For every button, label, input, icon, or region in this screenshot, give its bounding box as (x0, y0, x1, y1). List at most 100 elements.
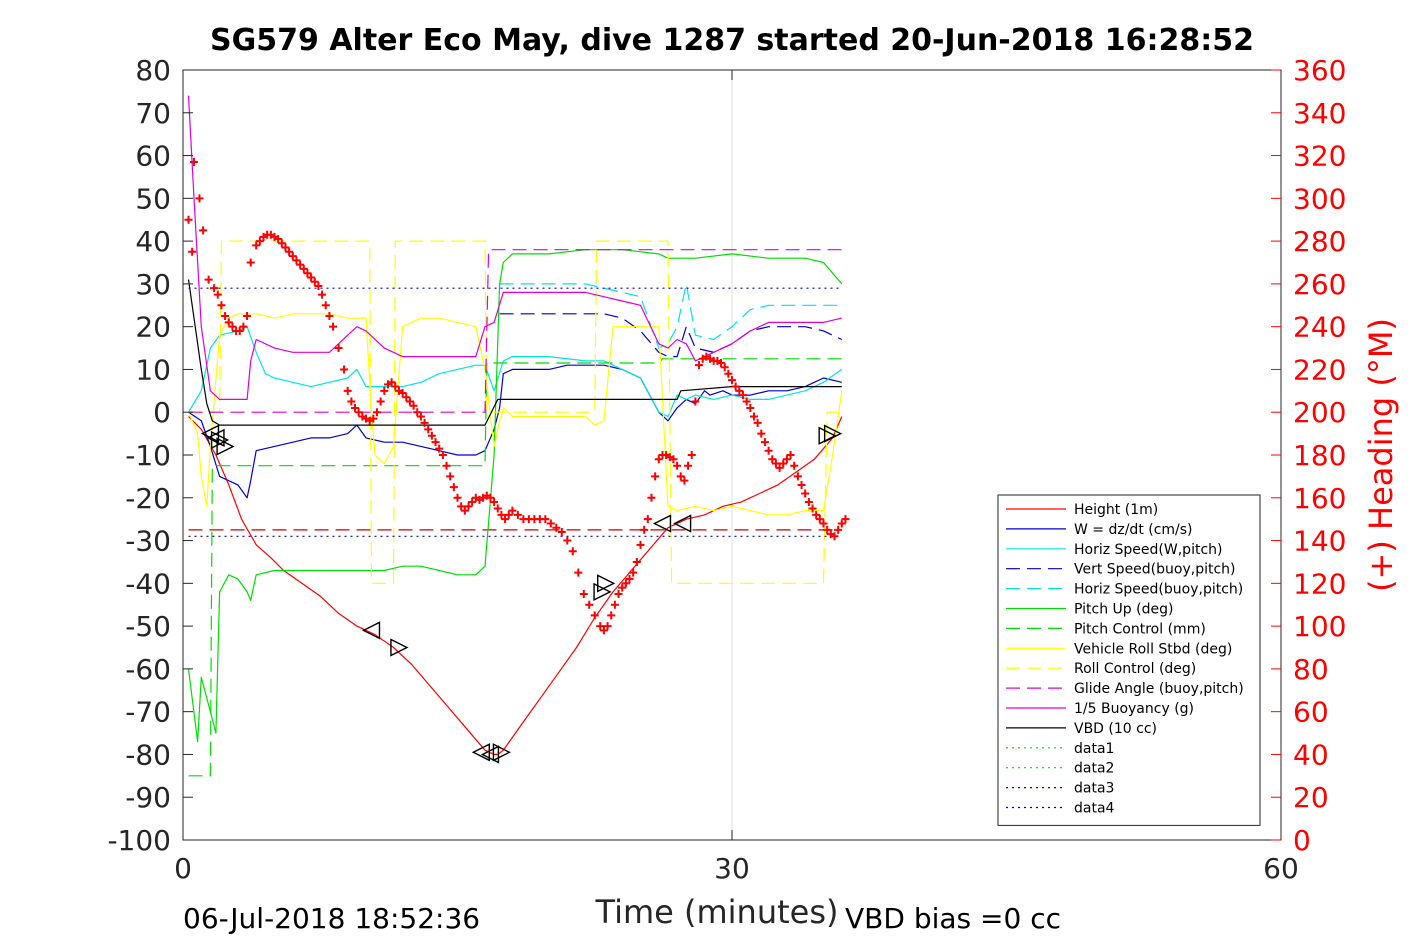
heading-point (830, 532, 839, 541)
heading-point (546, 519, 555, 528)
legend-entry: Horiz Speed(buoy,pitch) (1074, 582, 1243, 598)
heading-point (413, 408, 422, 417)
triangle-marker (361, 621, 381, 640)
heading-point (449, 483, 458, 492)
heading-point (632, 557, 641, 566)
y-tick-label: 80 (135, 54, 171, 87)
heading-point (801, 489, 810, 498)
heading-point (398, 388, 407, 397)
heading-point (405, 397, 414, 406)
heading-point (797, 480, 806, 489)
y-tick-label: 30 (135, 268, 171, 301)
heading-point (354, 408, 363, 417)
heading-point (647, 493, 656, 502)
y2-tick-label: 40 (1293, 738, 1329, 771)
heading-point (239, 322, 248, 331)
heading-point (552, 523, 561, 532)
heading-point (724, 369, 733, 378)
heading-point (420, 418, 429, 427)
legend-entry: Pitch Control (mm) (1074, 621, 1206, 637)
heading-point (673, 461, 682, 470)
triangle-marker (480, 745, 500, 764)
heading-point (369, 414, 378, 423)
heading-point (321, 301, 330, 310)
y2-tick-label: 160 (1293, 482, 1346, 515)
heading-point (387, 378, 396, 387)
x-tick-label: 0 (174, 852, 192, 885)
legend-entry: Roll Control (deg) (1074, 661, 1196, 677)
y-tick-label: -10 (125, 439, 171, 472)
y2-tick-label: 300 (1293, 182, 1346, 215)
y2-tick-label: 360 (1293, 54, 1346, 87)
triangle-marker (492, 743, 511, 762)
y-tick-label: 70 (135, 97, 171, 130)
heading-point (292, 256, 301, 265)
y2-tick-label: 120 (1293, 567, 1346, 600)
heading-point (409, 401, 418, 410)
heading-point (640, 525, 649, 534)
heading-point (274, 234, 283, 243)
legend: Height (1m) W = dz/dt (cm/s) Horiz Speed(W… (997, 494, 1261, 826)
y2-tick-label: 240 (1293, 311, 1346, 344)
heading-point (255, 237, 264, 246)
y2-tick-label: 320 (1293, 140, 1346, 173)
legend-entry: Glide Angle (buoy,pitch) (1074, 681, 1244, 697)
heading-point (184, 215, 193, 224)
heading-point (621, 579, 630, 588)
y-tick-label: -60 (125, 653, 171, 686)
y2-tick-label: 180 (1293, 439, 1346, 472)
series-line-6 (188, 358, 842, 777)
y-tick-label: -70 (125, 696, 171, 729)
series-line-4 (499, 283, 842, 349)
heading-point (424, 425, 433, 434)
heading-point (720, 363, 729, 372)
heading-point (819, 519, 828, 528)
heading-point (731, 382, 740, 391)
heading-point (296, 260, 305, 269)
heading-point (224, 318, 233, 327)
y2-tick-label: 100 (1293, 610, 1346, 643)
heading-point (823, 525, 832, 534)
heading-point (460, 506, 469, 515)
series-line-7 (187, 313, 843, 516)
y-tick-label: -30 (125, 525, 171, 558)
heading-point (636, 540, 645, 549)
heading-point (841, 515, 850, 524)
heading-point (749, 412, 758, 421)
y2-tick-label: 260 (1293, 268, 1346, 301)
heading-point (742, 397, 751, 406)
heading-point (614, 590, 623, 599)
y2-tick-label: 0 (1293, 824, 1311, 857)
heading-point (493, 504, 502, 513)
triangle-marker (823, 424, 843, 443)
y-tick-label: 20 (135, 311, 171, 344)
legend-entry: Height (1m) (1074, 502, 1158, 518)
heading-point (204, 275, 213, 284)
y-tick-label: 40 (135, 225, 171, 258)
heading-point (334, 344, 343, 353)
heading-point (513, 510, 522, 519)
legend-entry: data2 (1074, 761, 1114, 777)
heading-point (541, 515, 550, 524)
heading-point (651, 472, 660, 481)
triangle-marker (200, 424, 220, 443)
heading-point (199, 226, 208, 235)
heading-point (691, 397, 700, 406)
chart-title: SG579 Alter Eco May, dive 1287 started 2… (210, 23, 1254, 58)
heading-point (329, 322, 338, 331)
heading-point (318, 290, 327, 299)
triangle-marker (216, 437, 235, 456)
heading-point (252, 241, 261, 250)
heading-point (669, 455, 678, 464)
heading-point (603, 622, 612, 631)
heading-point (210, 284, 219, 293)
y2-axis-label: (+) Heading (°M) (1362, 318, 1400, 592)
heading-point (607, 611, 616, 620)
triangle-marker (390, 638, 409, 657)
heading-point (768, 455, 777, 464)
heading-point (793, 472, 802, 481)
heading-point (457, 502, 466, 511)
series-line-10 (187, 95, 842, 400)
heading-point (453, 493, 462, 502)
